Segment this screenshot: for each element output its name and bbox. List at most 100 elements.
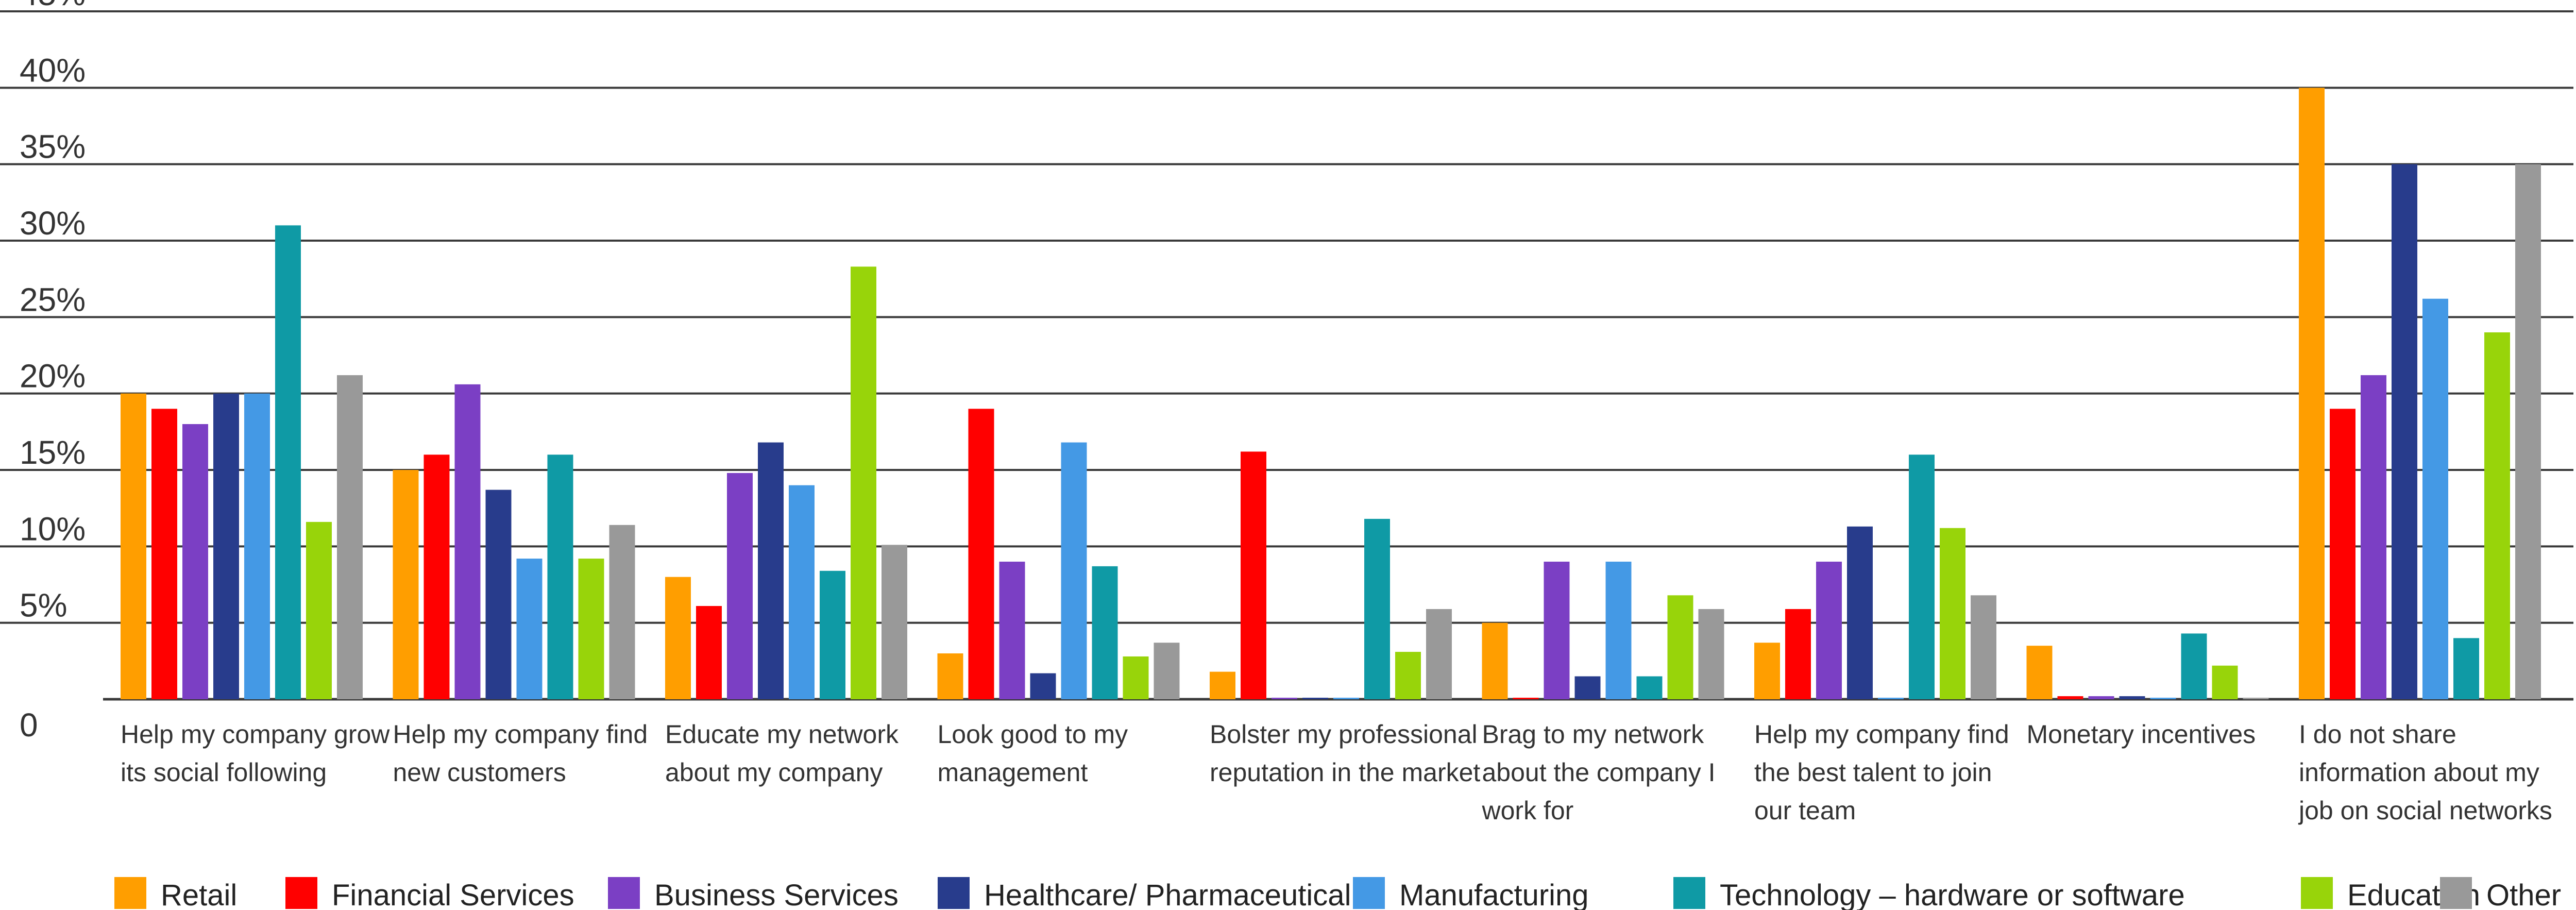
bar: [789, 485, 815, 699]
bar: [1426, 609, 1452, 699]
legend-item: Manufacturing: [1353, 877, 1589, 910]
bar-group: [1482, 562, 1724, 699]
bar-group: [1754, 454, 1996, 699]
bar: [393, 470, 419, 699]
bar: [1971, 595, 1996, 699]
bar: [1123, 656, 1149, 699]
bar: [578, 559, 604, 699]
category-label: I do not share information about my job on…: [2298, 720, 2552, 825]
bar-group: [2026, 633, 2269, 699]
bars: [121, 88, 2541, 700]
bar: [1698, 609, 1724, 699]
bar: [244, 393, 270, 699]
y-axis-ticks: 0 5% 10% 15% 20% 25% 30% 35% 40% 45%: [20, 0, 86, 744]
gridlines: [0, 10, 2573, 701]
x-axis-labels: Help my company grow its social following…: [121, 720, 2552, 825]
bar: [2392, 164, 2417, 700]
category-label: Help my company find new customers: [393, 720, 648, 787]
legend-swatch: [2301, 877, 2333, 909]
y-tick-label: 25%: [20, 281, 86, 318]
legend-swatch: [608, 877, 640, 909]
y-tick-label: 30%: [20, 205, 86, 242]
legend-label: Financial Services: [332, 879, 574, 910]
bar: [2212, 665, 2238, 699]
legend-item: Financial Services: [285, 877, 574, 910]
legend-swatch: [2440, 877, 2472, 909]
bar: [1210, 671, 1235, 699]
bar: [2088, 696, 2114, 699]
bar: [213, 393, 239, 699]
bar: [151, 409, 177, 699]
legend-item: Healthcare/ Pharmaceutical: [938, 877, 1351, 910]
bar: [665, 577, 691, 699]
bar: [2361, 375, 2386, 699]
bar-group: [121, 225, 363, 699]
bar: [516, 559, 543, 699]
bar: [2453, 638, 2479, 699]
legend-label: Retail: [161, 879, 237, 910]
y-tick-label: 20%: [20, 358, 86, 395]
bar-group: [2299, 88, 2541, 700]
legend-item: Retail: [114, 877, 237, 910]
legend-swatch: [1673, 877, 1705, 909]
legend-swatch: [1353, 877, 1385, 909]
bar: [2026, 646, 2053, 699]
category-label: Monetary incentives: [2027, 720, 2256, 749]
bar: [1154, 643, 1180, 699]
bar-group: [937, 409, 1180, 699]
bar: [882, 545, 907, 699]
bar: [1513, 698, 1539, 699]
bar: [2057, 696, 2083, 699]
bar: [609, 525, 635, 699]
bar: [1092, 566, 1118, 699]
bar: [121, 393, 146, 699]
bar-group: [393, 384, 635, 699]
bar: [1667, 595, 1693, 699]
legend-swatch: [114, 877, 146, 909]
category-label: Look good to my management: [938, 720, 1128, 787]
bar: [337, 375, 363, 699]
bar: [1364, 518, 1390, 699]
y-tick-label: 5%: [20, 587, 67, 624]
legend-label: Healthcare/ Pharmaceutical: [984, 879, 1351, 910]
bar: [1333, 698, 1359, 699]
legend-label: Business Services: [654, 879, 899, 910]
legend-label: Technology – hardware or software: [1720, 879, 2185, 910]
category-label: Help my company grow its social following: [121, 720, 390, 787]
bar: [851, 266, 876, 699]
bar: [1030, 673, 1056, 699]
legend-item: Technology – hardware or software: [1673, 877, 2185, 910]
bar: [454, 384, 481, 699]
y-tick-label: 0: [20, 706, 38, 744]
legend-label: Manufacturing: [1399, 879, 1589, 910]
bar: [2330, 409, 2355, 699]
bar: [1605, 562, 1632, 699]
bar: [1241, 451, 1266, 699]
bar: [1544, 562, 1570, 699]
bar: [999, 562, 1025, 699]
bar-group: [1210, 451, 1452, 699]
bar: [485, 490, 512, 699]
bar: [1909, 454, 1935, 699]
bar: [937, 653, 963, 699]
y-tick-label: 40%: [20, 52, 86, 89]
bar: [727, 473, 753, 699]
legend-item: Business Services: [608, 877, 899, 910]
bar: [547, 454, 573, 699]
bar: [1785, 609, 1811, 699]
bar: [1482, 622, 1508, 699]
bar: [1574, 676, 1601, 699]
bar: [1754, 643, 1780, 699]
bar: [423, 454, 450, 699]
bar: [2422, 298, 2448, 699]
bar: [820, 570, 845, 699]
bar: [1636, 676, 1663, 699]
bar: [1272, 698, 1297, 699]
bar: [2299, 88, 2325, 699]
bar: [1847, 526, 1873, 699]
y-tick-label: 35%: [20, 128, 86, 165]
bar: [696, 606, 722, 699]
bar: [1878, 698, 1904, 699]
